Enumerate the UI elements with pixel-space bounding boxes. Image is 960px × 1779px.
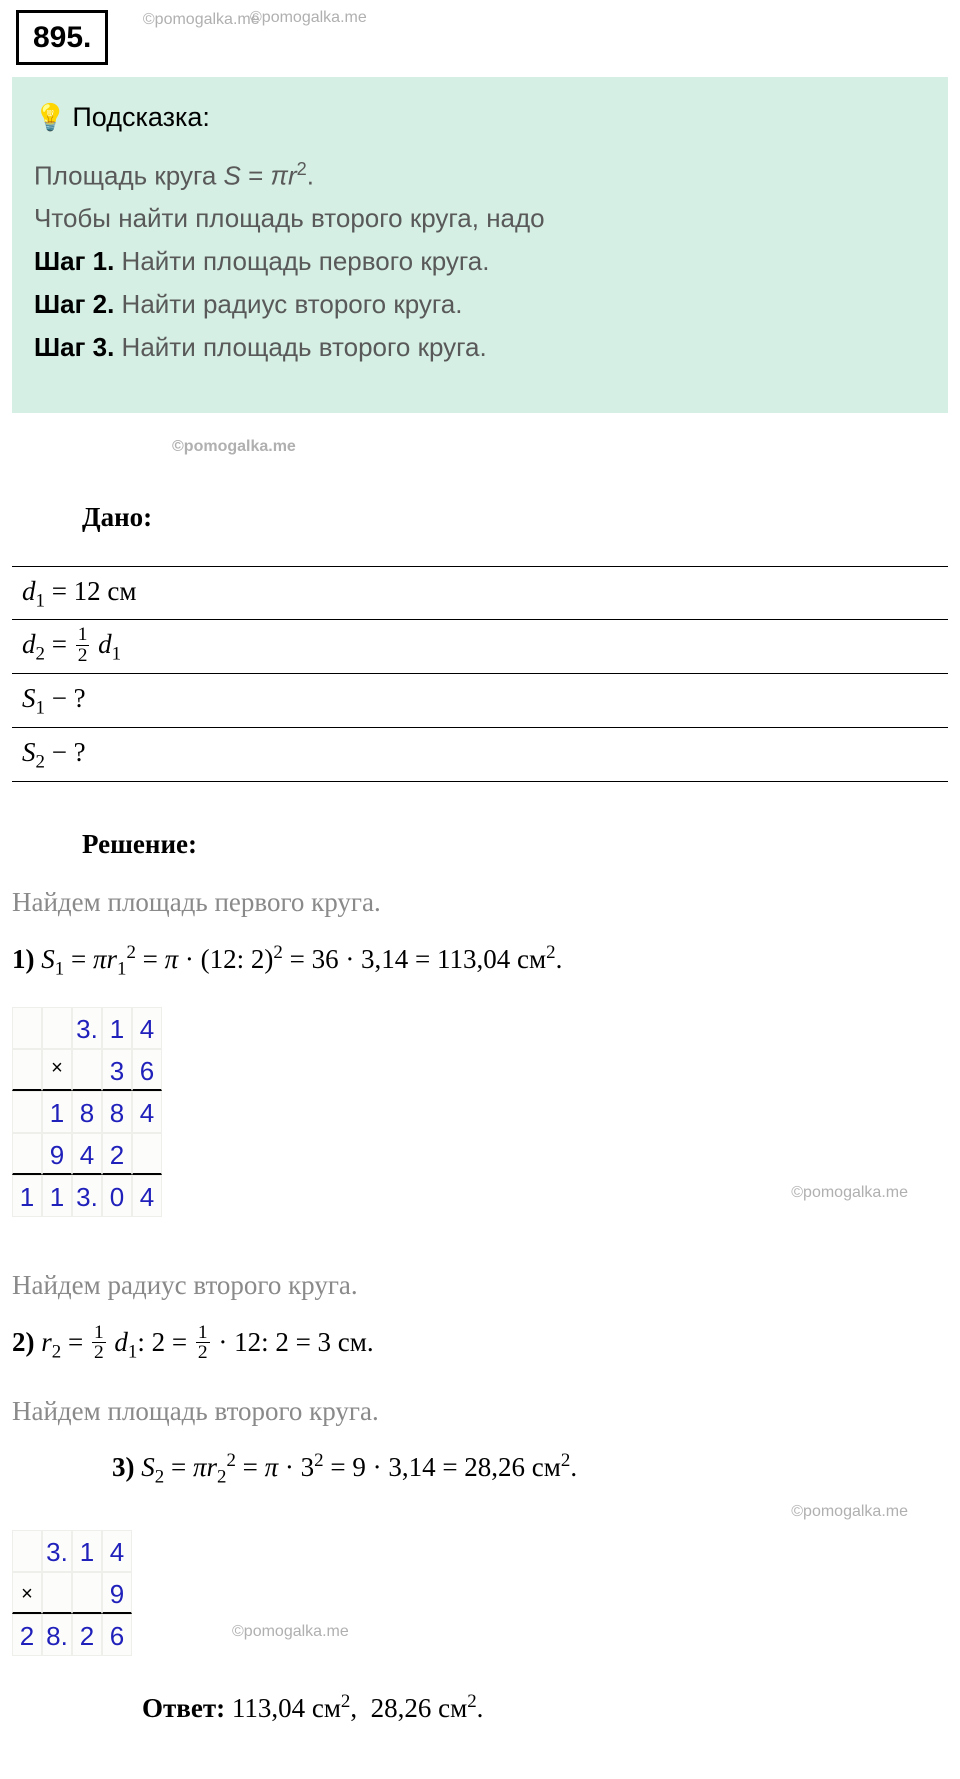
given-row-3: S1 − ? [12,674,948,728]
watermark: ©pomogalka.me [232,1620,349,1644]
calc-cell: 2 [72,1614,102,1656]
calc-cell [12,1091,42,1133]
given-table: d1 = 12 см d2 = 12 d1 ©pomogalka.me S1 −… [12,566,948,782]
given-row-1: d1 = 12 см [12,566,948,620]
calc-cell: 1 [42,1091,72,1133]
calc-cell: 3. [72,1175,102,1217]
calc-cell [72,1049,102,1091]
watermark: ©pomogalka.me [143,8,260,32]
solution-label: Решение: [82,824,960,865]
calc-cell: 8 [72,1091,102,1133]
calc-cell: 4 [72,1133,102,1175]
step2-label: Шаг 2. [34,289,114,319]
calc-grid-1: 3.14 ×36 1884 942 113.04 [12,1007,162,1217]
calc-cell [12,1133,42,1175]
calc-cell: 1 [42,1175,72,1217]
calc-cell: 4 [132,1007,162,1049]
calc-cell: 2 [12,1614,42,1656]
frac-den: 2 [92,1343,106,1362]
frac-num: 1 [76,625,90,645]
calc-cell: 3 [102,1049,132,1091]
watermark: ©pomogalka.me [12,1500,948,1524]
calc-cell: 4 [102,1530,132,1572]
solution-note-1: Найдем площадь первого круга. [12,882,948,923]
calc-cell: 4 [132,1091,162,1133]
calc-cell [132,1133,162,1175]
calc-cell: 6 [132,1049,162,1091]
calc-cell [42,1572,72,1614]
line1-num: 1) [12,944,41,974]
solution-note-2: Найдем радиус второго круга. [12,1265,948,1306]
step1-text: Найти площадь первого круга. [114,246,489,276]
calc-cell: 1 [72,1530,102,1572]
calc-cell: 3. [42,1530,72,1572]
frac-num: 1 [92,1323,106,1343]
calc-cell: 9 [42,1133,72,1175]
calc-cell [72,1572,102,1614]
solution-note-3: Найдем площадь второго круга. [12,1391,948,1432]
hint-intro-prefix: Площадь круга [34,160,224,190]
watermark: ©pomogalka.me [250,6,367,30]
calc-cell: 6 [102,1614,132,1656]
calc-cell: 3. [72,1007,102,1049]
answer-text: 113,04 см2, 28,26 см2. [232,1693,484,1723]
step3-label: Шаг 3. [34,332,114,362]
solution-line-2: 2) r2 = 12 d1: 2 = 12 · 12: 2 = 3 см. [12,1322,948,1367]
given-row-4: S2 − ? [12,727,948,781]
given-label-text: Дано: [82,502,152,532]
given-label: ©pomogalka.me Дано: [82,457,960,538]
calc-cell: 2 [102,1133,132,1175]
calc-cell: 1 [102,1007,132,1049]
given-row-2: d2 = 12 d1 ©pomogalka.me [12,620,948,674]
step1-label: Шаг 1. [34,246,114,276]
calc-cell: 1 [12,1175,42,1217]
watermark: ©pomogalka.me [172,435,296,459]
hint-box: 💡Подсказка: Площадь круга S = πr2. Чтобы… [12,77,948,413]
calc-cell: 8 [102,1091,132,1133]
hint-intro-suffix: . [307,160,314,190]
step3-text: Найти площадь второго круга. [114,332,486,362]
hint-title: 💡Подсказка: [34,95,926,140]
hint-formula-line: Площадь круга S = πr2. [34,154,926,198]
hint-intro2: Чтобы найти площадь второго круга, надо [34,197,926,240]
hint-title-text: Подсказка: [72,102,210,132]
frac-num: 1 [196,1323,210,1343]
calc-cell: 0 [102,1175,132,1217]
frac-den: 2 [196,1343,210,1362]
calc-cell: 4 [132,1175,162,1217]
problem-number: 895. [16,10,108,65]
watermark: ©pomogalka.me [791,1181,908,1205]
calc-cell: 8. [42,1614,72,1656]
mult-sign: × [12,1572,42,1614]
line2-num: 2) [12,1327,41,1357]
answer-line: Ответ: 113,04 см2, 28,26 см2. [12,1688,948,1729]
hint-step3: Шаг 3. Найти площадь второго круга. [34,326,926,369]
answer-label: Ответ: [142,1693,232,1723]
solution-line-1: 1) S1 = πr12 = π · (12: 2)2 = 36 · 3,14 … [12,939,948,984]
solution-line-3: 3) S2 = πr22 = π · 32 = 9 · 3,14 = 28,26… [12,1447,948,1492]
line3-num: 3) [112,1452,141,1482]
frac-den: 2 [76,646,90,665]
calc-cell: 9 [102,1572,132,1614]
step2-text: Найти радиус второго круга. [114,289,462,319]
mult-sign: × [42,1049,72,1091]
hint-step2: Шаг 2. Найти радиус второго круга. [34,283,926,326]
calc-grid-2: 3.14 ×9 28.26 [12,1530,132,1656]
bulb-icon: 💡 [34,102,66,132]
hint-step1: Шаг 1. Найти площадь первого круга. [34,240,926,283]
